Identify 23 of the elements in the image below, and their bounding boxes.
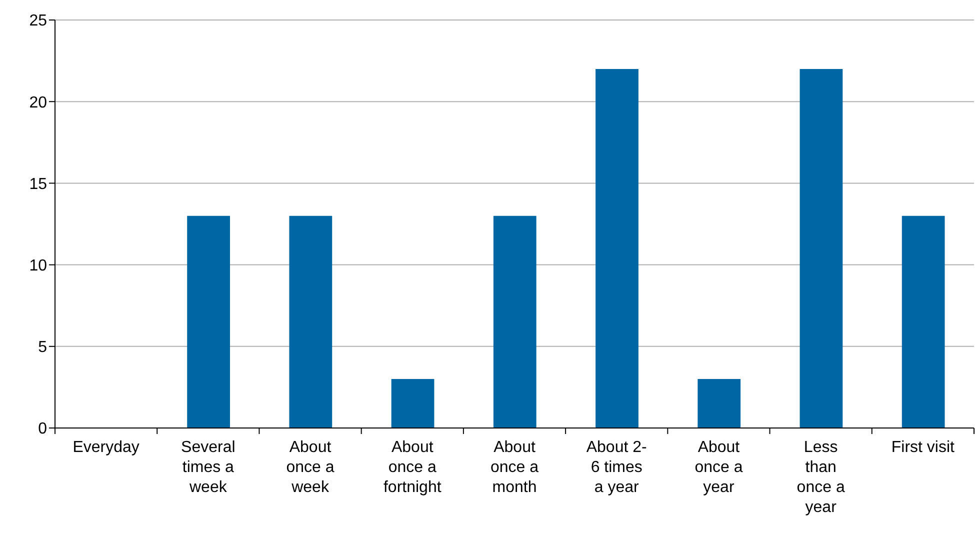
x-tick-label: About once a week [286, 439, 334, 496]
bar [698, 379, 741, 428]
y-tick-label: 15 [29, 176, 48, 193]
bar [493, 216, 536, 428]
bar [187, 216, 230, 428]
bar [596, 68, 638, 428]
x-tick-label: About once a year [694, 439, 743, 496]
bar [391, 379, 434, 428]
y-tick-label: 25 [29, 12, 48, 30]
x-tick-label: About once a month [490, 439, 539, 496]
y-tick-label: 0 [38, 420, 48, 438]
x-tick-label: Less than once a year [796, 439, 845, 516]
x-tick-label: About 2-6 times a year [586, 439, 647, 496]
y-tick-label: 5 [38, 339, 48, 356]
x-tick-label: Everyday [72, 439, 140, 456]
bar [800, 68, 843, 428]
x-tick-label: Several times a week [181, 439, 236, 496]
x-tick-label: About once a fortnight [383, 439, 442, 496]
bar [902, 216, 945, 428]
y-tick-label: 20 [29, 94, 48, 112]
bar [289, 216, 332, 428]
x-tick-label: First visit [891, 439, 956, 456]
y-tick-label: 10 [29, 257, 48, 274]
